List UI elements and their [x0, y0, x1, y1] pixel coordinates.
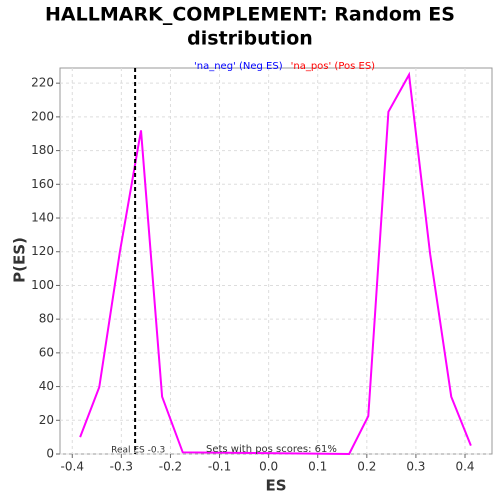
x-axis-label: ES — [265, 477, 286, 495]
y-tick-label: 180 — [31, 143, 54, 157]
x-tick-label: 0.2 — [357, 460, 376, 474]
legend-entry: 'na_pos' (Pos ES) — [291, 61, 376, 72]
plot-area — [59, 67, 493, 455]
y-tick-label: 80 — [39, 312, 54, 326]
x-tick-label: 0.4 — [455, 460, 474, 474]
y-tick-label: 120 — [31, 244, 54, 258]
pos-scores-text: Sets with pos scores: 61% — [206, 444, 337, 455]
x-tick-label: -0.4 — [61, 460, 84, 474]
legend-entry: 'na_neg' (Neg ES) — [194, 61, 283, 72]
y-tick-label: 160 — [31, 177, 54, 191]
y-tick-label: 100 — [31, 278, 54, 292]
y-axis-label: P(ES) — [11, 237, 29, 283]
chart-title: HALLMARK_COMPLEMENT: Random ES — [45, 4, 455, 26]
y-tick-label: 220 — [31, 76, 54, 90]
y-tick-label: 140 — [31, 211, 54, 225]
y-tick-label: 60 — [39, 345, 54, 359]
x-tick-label: -0.3 — [110, 460, 133, 474]
y-tick-label: 40 — [39, 379, 54, 393]
x-tick-label: -0.2 — [159, 460, 182, 474]
y-tick-label: 200 — [31, 109, 54, 123]
es-line — [79, 71, 472, 456]
x-tick-label: 0.3 — [406, 460, 425, 474]
y-tick-label: 20 — [39, 413, 54, 427]
real-es-label: Real ES -0.3 — [111, 446, 165, 456]
chart-title: distribution — [187, 28, 313, 50]
x-tick-label: 0.0 — [259, 460, 278, 474]
x-tick-label: 0.1 — [308, 460, 327, 474]
y-tick-label: 0 — [46, 447, 54, 461]
x-tick-label: -0.1 — [208, 460, 231, 474]
